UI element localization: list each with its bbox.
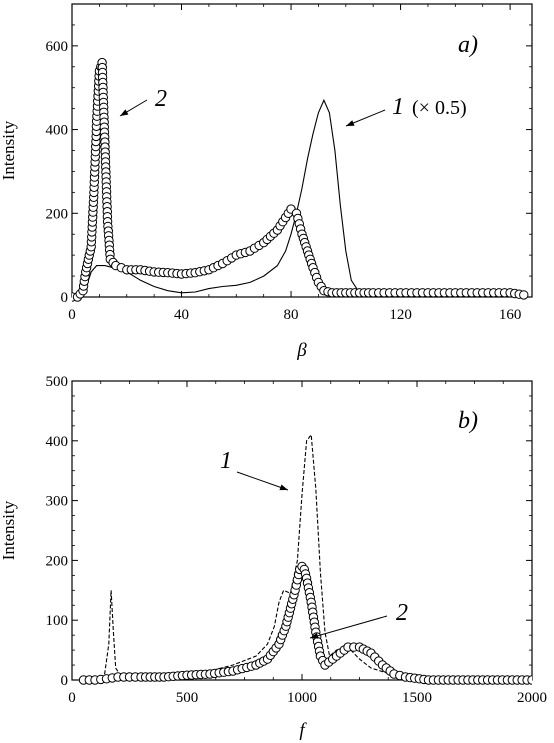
annotation-arrow-line [309, 615, 388, 639]
panel-a-chart: 0 40 80 120 160 0 200 400 600 Intensity β a) 2 1 (× 0.… [0, 3, 533, 361]
series-2-annotation: 2 [155, 86, 167, 112]
y-tick-label: 600 [46, 39, 69, 55]
annotation-arrowhead [279, 484, 288, 491]
annotation-arrowhead [120, 109, 129, 116]
series-2-annotation: 2 [396, 600, 408, 626]
x-tick-label: 1000 [287, 690, 317, 706]
series-1-annotation: 1 [392, 94, 404, 120]
panel-label: b) [458, 408, 478, 434]
x-tick-label: 500 [176, 690, 199, 706]
panel-b-chart: 0 500 1000 1500 2000 0 100 200 300 400 500 Intensit… [0, 374, 547, 741]
annotation-arrowhead [346, 120, 355, 126]
series-1-annotation: 1 [220, 448, 232, 474]
plot-area [72, 57, 529, 302]
y-tick-label: 400 [46, 123, 69, 139]
y-axis-label: Intensity [0, 120, 18, 180]
x-tick-label: 80 [284, 307, 299, 323]
x-tick-label: 2000 [517, 690, 547, 706]
y-tick-label: 200 [46, 206, 69, 222]
y-tick-label: 500 [46, 374, 69, 390]
x-axis-label: f [299, 720, 307, 741]
y-tick-label: 100 [46, 613, 69, 629]
plot-area [78, 433, 532, 685]
x-tick-label: 40 [174, 307, 189, 323]
series-1-scale-note: (× 0.5) [412, 97, 467, 119]
y-tick-label: 0 [61, 290, 69, 306]
series-2-point [527, 675, 532, 685]
annotation-arrowhead [310, 632, 319, 639]
y-tick-label: 0 [61, 673, 69, 689]
x-tick-label: 0 [68, 690, 76, 706]
x-tick-label: 0 [68, 307, 76, 323]
x-tick-label: 1500 [402, 690, 432, 706]
series-1-line [83, 433, 532, 681]
y-tick-label: 200 [46, 553, 69, 569]
panel-label: a) [458, 32, 478, 58]
x-tick-label: 120 [389, 307, 412, 323]
x-axis-label: β [296, 340, 307, 361]
y-tick-label: 400 [46, 434, 69, 450]
y-tick-label: 300 [46, 494, 69, 510]
series-2-point [519, 290, 529, 300]
annotation-arrow-line [236, 471, 289, 491]
x-tick-label: 160 [499, 307, 522, 323]
y-axis-label: Intensity [0, 500, 18, 560]
